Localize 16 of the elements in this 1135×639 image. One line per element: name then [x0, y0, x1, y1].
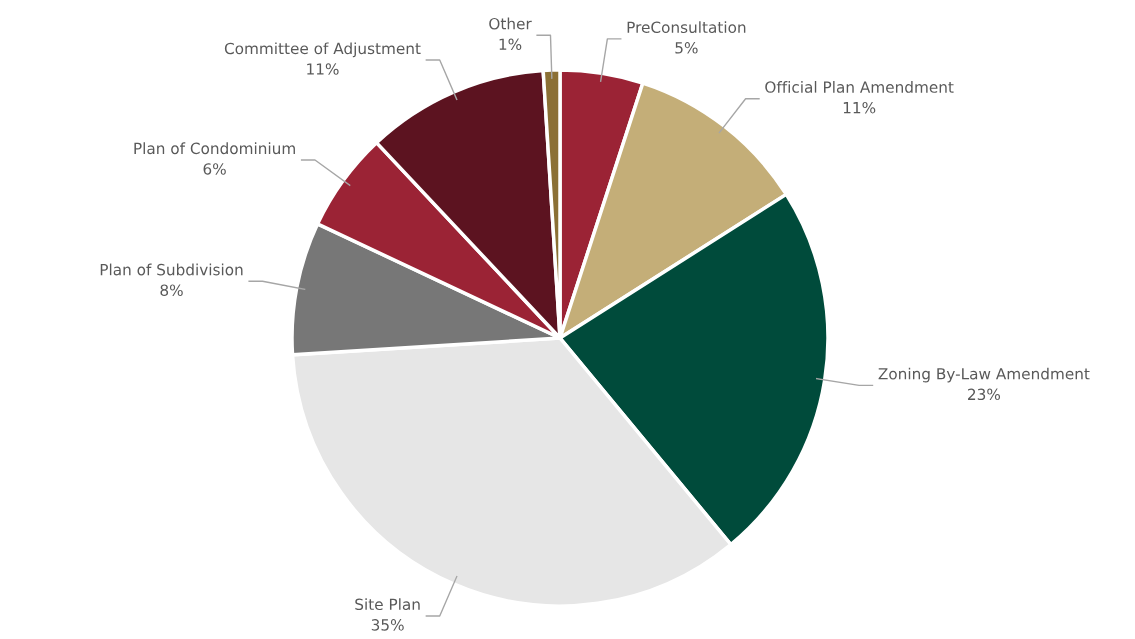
slice-label: Plan of Condominium [134, 142, 295, 155]
slice-label: Official Plan Amendment [765, 81, 954, 93]
data-label: 6% [203, 163, 226, 175]
data-label: 11% [307, 63, 339, 75]
data-label: 11% [843, 101, 876, 114]
data-label: 35% [371, 619, 404, 631]
data-label: 23% [968, 388, 1001, 401]
slice-label: Zoning By-Law Amendment [878, 367, 1090, 383]
data-label: 8% [160, 284, 183, 296]
slice-label: Plan of Subdivision [100, 263, 243, 276]
slice-label: Committee of Adjustment [224, 42, 421, 58]
data-label: 1% [499, 38, 522, 51]
slice-label: PreConsultation [627, 21, 746, 34]
slice-label: Other [489, 17, 532, 30]
data-label: 5% [675, 42, 698, 54]
slice-label: Site Plan [355, 598, 420, 611]
